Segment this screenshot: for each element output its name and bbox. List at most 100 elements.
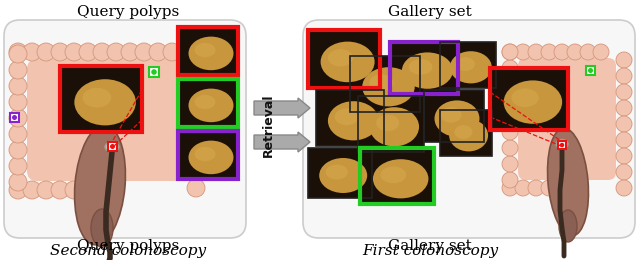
Bar xyxy=(358,96,424,152)
Bar xyxy=(360,148,434,204)
Ellipse shape xyxy=(511,88,539,107)
Ellipse shape xyxy=(559,210,577,242)
Bar xyxy=(316,90,384,146)
Ellipse shape xyxy=(376,114,399,131)
Bar xyxy=(440,110,492,156)
Ellipse shape xyxy=(504,80,562,124)
Circle shape xyxy=(9,125,27,143)
Circle shape xyxy=(502,156,518,172)
Circle shape xyxy=(151,69,157,75)
Circle shape xyxy=(541,44,557,60)
Circle shape xyxy=(37,181,55,199)
Ellipse shape xyxy=(548,128,588,236)
Circle shape xyxy=(9,45,27,63)
Ellipse shape xyxy=(326,165,348,179)
Bar xyxy=(360,148,434,204)
Circle shape xyxy=(177,43,195,61)
Ellipse shape xyxy=(328,101,379,140)
Bar xyxy=(390,42,458,94)
Circle shape xyxy=(65,181,83,199)
Ellipse shape xyxy=(189,141,234,174)
Circle shape xyxy=(187,179,205,197)
Bar xyxy=(60,66,142,132)
Bar xyxy=(390,42,458,94)
Circle shape xyxy=(616,164,632,180)
Circle shape xyxy=(23,181,41,199)
Ellipse shape xyxy=(454,125,472,139)
Ellipse shape xyxy=(189,89,234,122)
Text: Gallery set: Gallery set xyxy=(388,239,472,253)
Ellipse shape xyxy=(83,88,111,108)
Bar xyxy=(502,112,510,120)
Circle shape xyxy=(528,44,544,60)
Bar xyxy=(149,67,159,77)
Bar xyxy=(424,90,484,142)
Circle shape xyxy=(9,109,27,127)
Circle shape xyxy=(9,77,27,95)
Ellipse shape xyxy=(369,107,419,146)
Circle shape xyxy=(9,141,27,159)
Circle shape xyxy=(93,43,111,61)
Ellipse shape xyxy=(456,57,475,71)
Ellipse shape xyxy=(189,37,234,70)
Bar xyxy=(440,42,496,88)
Circle shape xyxy=(187,147,205,165)
Circle shape xyxy=(502,108,518,124)
Circle shape xyxy=(9,173,27,191)
Circle shape xyxy=(560,143,564,147)
Ellipse shape xyxy=(362,67,415,106)
Bar xyxy=(586,66,595,75)
FancyBboxPatch shape xyxy=(303,20,635,238)
Bar xyxy=(490,68,568,130)
Text: Query polyps: Query polyps xyxy=(77,239,179,253)
Text: Second colonoscopy: Second colonoscopy xyxy=(50,244,206,258)
Bar xyxy=(178,27,238,75)
Bar xyxy=(308,30,380,88)
Circle shape xyxy=(107,43,125,61)
Ellipse shape xyxy=(402,53,453,89)
Ellipse shape xyxy=(435,100,479,137)
Bar xyxy=(490,68,568,130)
Ellipse shape xyxy=(195,95,216,109)
Circle shape xyxy=(515,44,531,60)
Circle shape xyxy=(121,43,139,61)
Ellipse shape xyxy=(369,74,394,91)
Circle shape xyxy=(567,180,583,196)
Bar xyxy=(108,142,117,151)
Ellipse shape xyxy=(409,59,433,75)
Circle shape xyxy=(110,144,115,149)
Circle shape xyxy=(51,43,69,61)
Ellipse shape xyxy=(556,140,568,148)
Bar xyxy=(358,96,424,152)
Bar xyxy=(178,131,238,179)
Circle shape xyxy=(149,43,167,61)
Ellipse shape xyxy=(91,209,113,247)
FancyArrow shape xyxy=(254,132,310,152)
Circle shape xyxy=(616,84,632,100)
Circle shape xyxy=(37,43,55,61)
Circle shape xyxy=(554,44,570,60)
Circle shape xyxy=(502,124,518,140)
Text: First colonoscopy: First colonoscopy xyxy=(362,244,498,258)
Ellipse shape xyxy=(449,119,488,151)
Circle shape xyxy=(502,76,518,92)
Circle shape xyxy=(187,115,205,133)
FancyBboxPatch shape xyxy=(4,20,246,238)
Circle shape xyxy=(502,92,518,108)
Circle shape xyxy=(9,93,27,111)
Text: Query polyps: Query polyps xyxy=(77,5,179,19)
Circle shape xyxy=(187,83,205,101)
Circle shape xyxy=(580,44,596,60)
Bar xyxy=(440,110,492,156)
Circle shape xyxy=(9,157,27,175)
Ellipse shape xyxy=(195,43,216,57)
Circle shape xyxy=(502,140,518,156)
Circle shape xyxy=(187,51,205,69)
Circle shape xyxy=(163,43,181,61)
Circle shape xyxy=(93,181,111,199)
Bar xyxy=(424,90,484,142)
Bar xyxy=(308,148,372,198)
Circle shape xyxy=(502,44,518,60)
Circle shape xyxy=(9,43,27,61)
Circle shape xyxy=(9,61,27,79)
